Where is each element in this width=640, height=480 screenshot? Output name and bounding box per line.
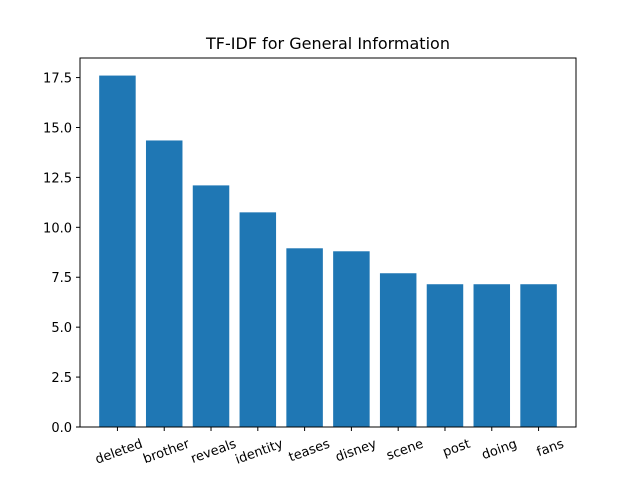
x-tick-label: doing (480, 437, 519, 464)
bar-fans (520, 284, 557, 427)
bar-doing (473, 284, 511, 427)
y-tick-label: 17.5 (43, 72, 72, 87)
y-tick-label: 7.5 (51, 271, 72, 286)
x-tick-label: deleted (93, 437, 144, 468)
bars-group (99, 75, 557, 428)
y-tick-label: 5.0 (51, 321, 72, 336)
x-tick-label: fans (535, 437, 566, 461)
y-tick-label: 0.0 (51, 421, 72, 436)
y-axis: 0.0 2.5 5.0 7.5 10.0 12.5 15.0 17.5 (43, 72, 80, 436)
y-tick-label: 2.5 (51, 371, 72, 386)
bar-deleted (99, 75, 136, 428)
x-tick-label: disney (334, 437, 379, 466)
x-tick-label: teases (287, 437, 332, 466)
plot-frame (79, 57, 577, 428)
bar-scene (379, 273, 417, 427)
x-tick-label: brother (141, 436, 192, 467)
y-tick-label: 12.5 (43, 171, 72, 186)
bar-reveals (192, 185, 230, 427)
x-tick-label: reveals (189, 437, 239, 467)
y-tick-label: 10.0 (43, 221, 72, 236)
x-tick-label: post (441, 437, 473, 461)
chart-title: TF-IDF for General Information (205, 34, 450, 53)
bar-teases (286, 248, 323, 427)
bar-identity (239, 212, 277, 427)
bar-post (426, 284, 464, 427)
x-tick-label: identity (233, 437, 285, 468)
bar-disney (333, 251, 370, 427)
y-tick-label: 15.0 (43, 121, 72, 136)
x-tick-label: scene (385, 437, 426, 464)
bar-brother (145, 140, 183, 427)
